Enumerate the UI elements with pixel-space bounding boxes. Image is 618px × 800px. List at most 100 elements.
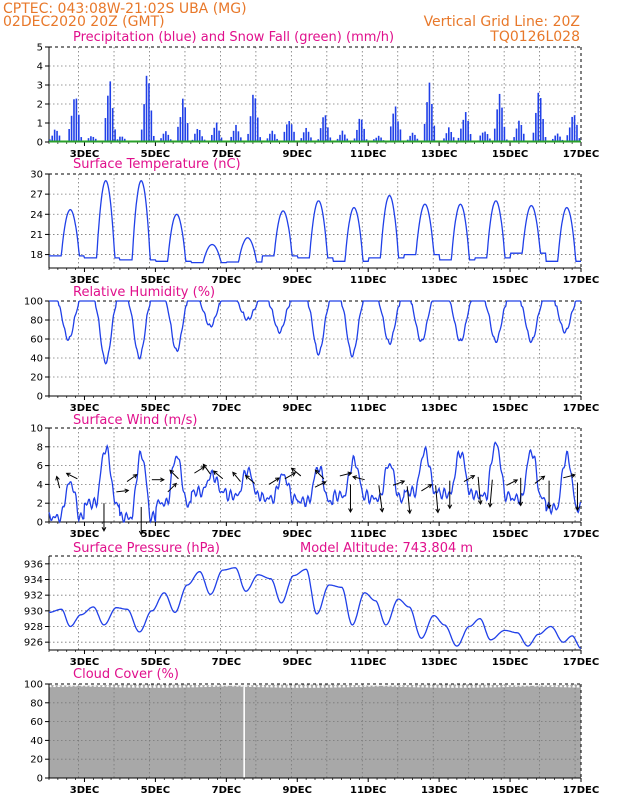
- precip-bar: [532, 132, 535, 142]
- x-tick-label: 17DEC: [563, 403, 599, 414]
- cloud-cover-jag: [412, 685, 416, 688]
- wind-arrow-head: [291, 472, 297, 477]
- wind-arrow-shaft: [534, 475, 545, 484]
- cloud-cover-jag: [251, 685, 254, 687]
- x-tick-label: 7DEC: [212, 149, 241, 160]
- wind-arrow-shaft: [435, 485, 439, 513]
- y-tick-label: 20: [30, 373, 43, 384]
- cloud-cover-jag: [76, 685, 80, 687]
- cloud-cover-jag: [112, 684, 116, 687]
- cloud-cover-jag: [334, 685, 337, 688]
- cloud-cover-jag: [519, 685, 522, 687]
- wind-arrow-head: [55, 475, 60, 481]
- precip-bar: [360, 119, 363, 142]
- precip-bar: [143, 104, 145, 142]
- cloud-cover-jag: [359, 685, 363, 687]
- cloud-cover-jag: [502, 685, 505, 688]
- x-tick-label: 7DEC: [212, 785, 241, 796]
- x-tick-label: 3DEC: [70, 275, 99, 286]
- wind-arrow-head: [65, 472, 71, 477]
- cloud-cover-jag: [529, 685, 533, 687]
- cloud-cover-jag: [544, 685, 548, 687]
- wind-arrow: [290, 467, 302, 477]
- cloud-cover-jag: [321, 685, 325, 688]
- cloud-cover-jag: [568, 685, 571, 688]
- cloud-cover-jag: [512, 685, 516, 687]
- y-tick-label: 20: [30, 755, 43, 766]
- cloud-cover-jag: [270, 685, 273, 688]
- precip-bar: [109, 81, 112, 142]
- x-tick-label: 15DEC: [492, 275, 528, 286]
- precip-bar: [179, 117, 182, 142]
- cloud-cover-jag: [523, 685, 527, 687]
- wind-arrow-head: [427, 484, 433, 489]
- cloud-cover-jag: [368, 685, 371, 687]
- precip-bar: [104, 118, 107, 142]
- precip-bar: [503, 126, 506, 142]
- precip-bar: [448, 127, 450, 142]
- cloud-cover-jag: [415, 684, 418, 687]
- precip-bar: [515, 128, 518, 142]
- cloud-cover-jag: [178, 685, 182, 688]
- wind-arrow-head: [435, 508, 441, 514]
- cloud-cover-jag: [274, 685, 278, 688]
- cloud-cover-jag: [278, 685, 282, 688]
- cloud-cover-jag: [487, 684, 490, 687]
- precip-bar: [51, 135, 54, 142]
- cloud-cover-jag: [338, 685, 342, 688]
- precip-bar: [341, 130, 344, 142]
- x-tick-label: 15DEC: [492, 657, 528, 668]
- cloud-cover-jag: [78, 685, 82, 687]
- header-datetime: 02DEC2020 20Z (GMT): [3, 14, 165, 30]
- wind-arrow-shaft: [126, 474, 138, 482]
- cloud-cover-jag: [266, 685, 269, 688]
- cloud-cover-jag: [212, 685, 216, 687]
- cloud-cover-jag: [129, 684, 133, 687]
- wind-arrow-shaft: [392, 480, 405, 486]
- cloud-cover-jag: [566, 684, 569, 687]
- precip-bar: [397, 121, 399, 142]
- wind-arrow: [339, 471, 353, 477]
- y-tick-label: 4: [37, 480, 43, 491]
- x-tick-label: 13DEC: [421, 149, 457, 160]
- cloud-cover-jag: [157, 685, 161, 688]
- precip-bar: [375, 137, 378, 142]
- header-grid-note: Vertical Grid Line: 20Z: [424, 14, 580, 30]
- precip-bar: [486, 134, 489, 142]
- cloud-cover-jag: [508, 685, 512, 687]
- precip-bar: [464, 112, 467, 142]
- x-tick-label: 11DEC: [350, 149, 386, 160]
- wind-arrow-head: [487, 502, 493, 508]
- cloud-cover-jag: [68, 685, 71, 687]
- cloud-cover-jag: [319, 684, 322, 687]
- cloud-cover-jag: [561, 685, 565, 687]
- cloud-cover-jag: [417, 685, 420, 688]
- cloud-cover-jag: [355, 685, 359, 688]
- precip-bar: [344, 134, 346, 142]
- wind-arrow: [167, 482, 178, 493]
- cloud-cover-jag: [553, 685, 556, 687]
- cloud-cover-jag: [463, 685, 467, 688]
- x-tick-label: 3DEC: [70, 403, 99, 414]
- wind-arrow: [352, 475, 365, 481]
- precip-bar: [186, 123, 189, 142]
- wind-arrow-head: [202, 463, 208, 469]
- precip-bar: [285, 124, 288, 142]
- cloud-cover-jag: [500, 685, 503, 687]
- wind-arrow-shaft: [268, 477, 280, 485]
- cloud-cover-jag: [563, 685, 567, 688]
- y-tick-label: 3: [37, 81, 43, 92]
- wind-arrow-head: [379, 507, 385, 513]
- x-tick-label: 3DEC: [70, 529, 99, 540]
- x-tick-label: 17DEC: [563, 529, 599, 540]
- cloud-cover-jag: [161, 685, 165, 688]
- wind-arrow: [435, 485, 441, 514]
- cloud-cover-jag: [557, 685, 561, 687]
- cloud-cover-jag: [474, 684, 478, 687]
- pressure-title: Surface Pressure (hPa): [73, 541, 220, 556]
- wind-arrow: [487, 479, 493, 508]
- cloud-cover-jag: [489, 685, 493, 688]
- cloud-cover-jag: [66, 685, 69, 687]
- cloud-cover-jag: [451, 685, 454, 688]
- cloud-cover-jag: [506, 685, 510, 688]
